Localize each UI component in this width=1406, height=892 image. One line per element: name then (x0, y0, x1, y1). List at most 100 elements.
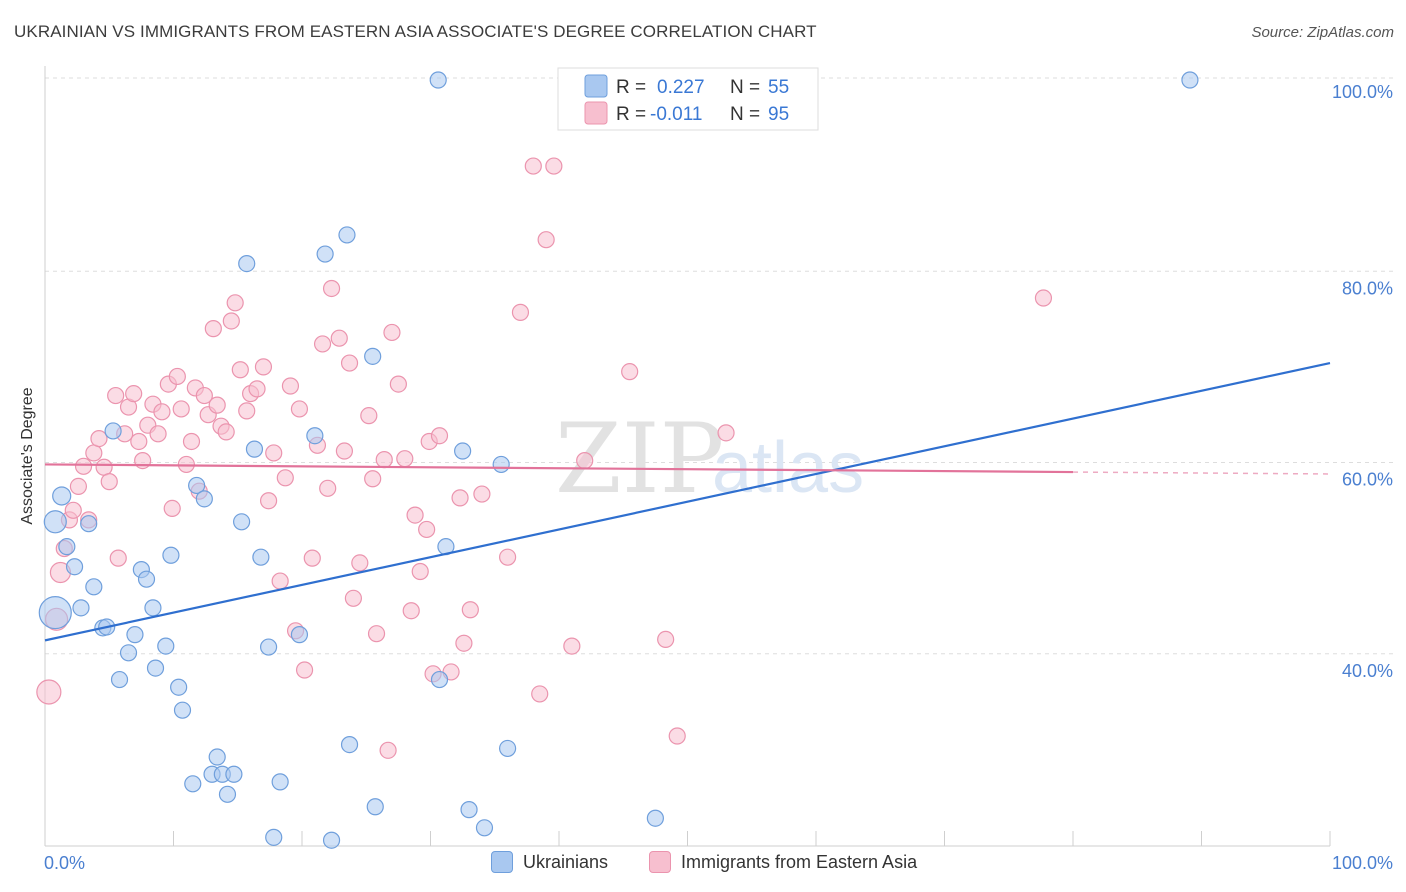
immigrant-point (149, 425, 167, 443)
legend-r-value-2: -0.011 (650, 104, 702, 125)
y-tick-labels: 40.0% 60.0% 80.0% 100.0% (1332, 82, 1393, 681)
trend-lines (44, 361, 1331, 642)
legend-n-value-2: 95 (768, 104, 789, 125)
ukrainian-point (85, 578, 103, 596)
immigrant-point (545, 157, 563, 175)
legend-swatch-pink (649, 851, 671, 873)
ukrainian-point (492, 455, 510, 474)
immigrant-point (226, 294, 244, 312)
immigrant-point (367, 625, 386, 643)
immigrant-point (537, 231, 555, 249)
immigrant-point (172, 400, 190, 418)
ukrainian-point (233, 513, 251, 531)
immigrant-point (473, 485, 491, 503)
immigrant-point (254, 358, 273, 376)
immigrant-point (717, 424, 735, 442)
ukrainian-point (144, 599, 162, 617)
immigrant-point (621, 363, 639, 381)
ukrainian-point (110, 670, 129, 689)
immigrant-point (402, 602, 420, 620)
y-tick-label: 100.0% (1332, 82, 1393, 102)
immigrant-point (130, 432, 148, 451)
immigrant-point (411, 562, 429, 581)
immigrant-point (389, 375, 407, 393)
ukrainian-point (38, 596, 72, 630)
ukrainian-point (195, 490, 213, 508)
ukrainian-point (454, 442, 472, 460)
ukrainian-point (259, 638, 278, 656)
immigrant-point (451, 489, 469, 507)
ukrainian-point (225, 765, 243, 783)
immigrant-point (430, 427, 449, 445)
ukrainian-point (80, 515, 98, 533)
ukrainian-point (137, 570, 156, 588)
immigrant-point (406, 506, 424, 524)
ukrainian-point (271, 773, 289, 791)
ukrainian-point (499, 739, 517, 758)
immigrant-point (208, 396, 226, 414)
legend-top: R = 0.227 N = 55 R = -0.011 N = 95 (557, 67, 819, 131)
immigrant-point (531, 685, 549, 703)
immigrant-point (168, 367, 186, 386)
immigrant-point (455, 634, 473, 652)
immigrant-point (576, 451, 594, 470)
immigrant-point (195, 386, 213, 405)
trend-line-ukrainians (44, 361, 1331, 642)
legend-swatch-immigrants (584, 101, 608, 125)
immigrant-point (563, 637, 581, 655)
immigrant-point (100, 473, 118, 491)
ukrainian-point (340, 735, 359, 754)
ukrainian-point (265, 828, 283, 846)
y-tick-label: 40.0% (1342, 661, 1393, 681)
x-tick-label-max: 100.0% (1332, 853, 1393, 873)
ukrainian-point (290, 626, 309, 644)
immigrant-point (344, 589, 362, 607)
ukrainian-point (238, 255, 256, 273)
x-tick-label-min: 0.0% (44, 853, 85, 873)
legend-n-value-1: 55 (768, 77, 789, 98)
ukrainian-point (252, 548, 270, 566)
ukrainian-point (475, 819, 494, 837)
ukrainian-point (170, 678, 188, 696)
legend-label-immigrants: Immigrants from Eastern Asia (681, 851, 918, 872)
ukrainian-point (460, 801, 478, 819)
ukrainian-point (52, 486, 72, 506)
trend-line-immigrants (44, 463, 1074, 474)
immigrant-point (360, 407, 378, 425)
immigrant-point (163, 499, 181, 517)
ukrainian-point (173, 701, 192, 719)
ukrainian-point (188, 476, 206, 495)
immigrant-point (340, 354, 359, 372)
immigrant-point (383, 323, 401, 342)
immigrant-point (295, 661, 314, 679)
ukrainian-point (364, 347, 382, 365)
immigrant-point (511, 303, 530, 321)
immigrant-point (524, 157, 542, 175)
axes (44, 66, 1331, 847)
legend-label-ukrainians: Ukrainians (523, 851, 609, 872)
immigrant-point (109, 549, 127, 567)
immigrant-point (364, 470, 382, 488)
immigrant-point (69, 477, 88, 496)
immigrant-point (222, 312, 240, 330)
immigrant-point (231, 361, 249, 379)
immigrant-point (276, 469, 294, 487)
legend-item-ukrainians: Ukrainians (491, 851, 608, 873)
immigrant-point (36, 679, 62, 705)
legend-r-value-1: 0.227 (657, 77, 705, 98)
ukrainian-point (306, 427, 324, 445)
immigrant-point (322, 279, 341, 298)
immigrant-point (461, 601, 479, 619)
ukrainian-point (104, 422, 122, 440)
immigrant-point (319, 479, 337, 497)
ukrainian-point (157, 637, 175, 655)
immigrant-point (238, 402, 256, 420)
immigrant-point (499, 548, 517, 566)
ukrainian-point (646, 809, 664, 827)
immigrant-point (351, 554, 369, 572)
immigrant-point (668, 727, 686, 745)
legend-swatch-ukrainians (584, 74, 608, 98)
ukrainian-point (184, 775, 202, 793)
ukrainian-point (146, 659, 165, 677)
immigrant-point (271, 572, 289, 590)
